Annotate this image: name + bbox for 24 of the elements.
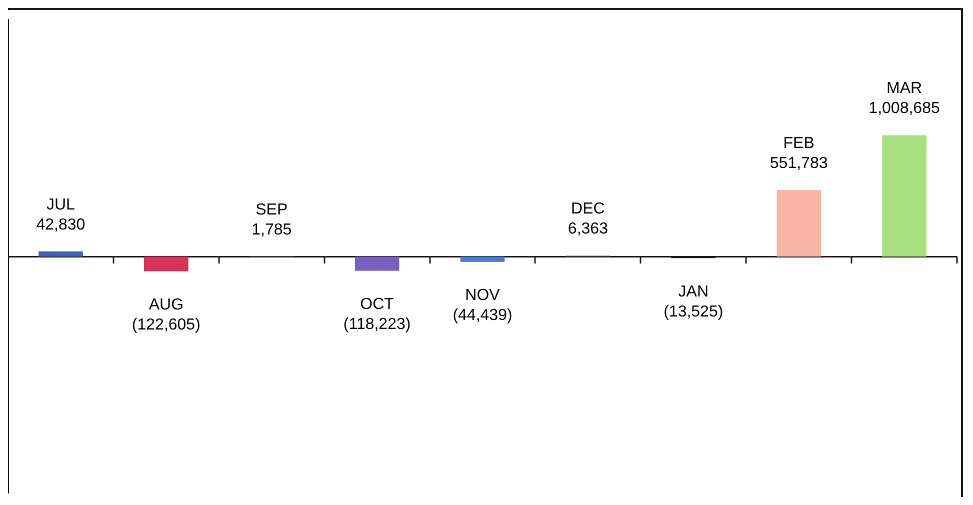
data-label: 1,008,685 — [868, 100, 940, 118]
data-label: 42,830 — [36, 216, 86, 234]
data-label: 6,363 — [568, 220, 608, 238]
data-label: (118,223) — [343, 316, 411, 334]
x-tick-label: JAN — [678, 284, 709, 301]
x-tick-label: FEB — [783, 135, 814, 152]
bar — [460, 256, 505, 262]
data-label: (122,605) — [132, 316, 200, 334]
data-label: (13,525) — [664, 304, 724, 321]
bar — [144, 256, 188, 272]
x-tick-label: NOV — [465, 287, 500, 304]
x-tick-label: OCT — [360, 296, 394, 314]
x-tick-label: JUL — [46, 196, 76, 214]
x-tick-label: DEC — [571, 200, 605, 218]
data-label: 551,783 — [770, 155, 828, 172]
bar — [882, 135, 926, 256]
bar — [38, 251, 83, 256]
x-tick-label: AUG — [148, 296, 184, 314]
data-label: (44,439) — [452, 307, 512, 324]
x-tick-label: SEP — [256, 201, 288, 218]
data-label: 1,785 — [252, 221, 292, 238]
bar — [776, 190, 821, 256]
x-tick-label: MAR — [886, 80, 922, 98]
bar — [354, 256, 400, 271]
